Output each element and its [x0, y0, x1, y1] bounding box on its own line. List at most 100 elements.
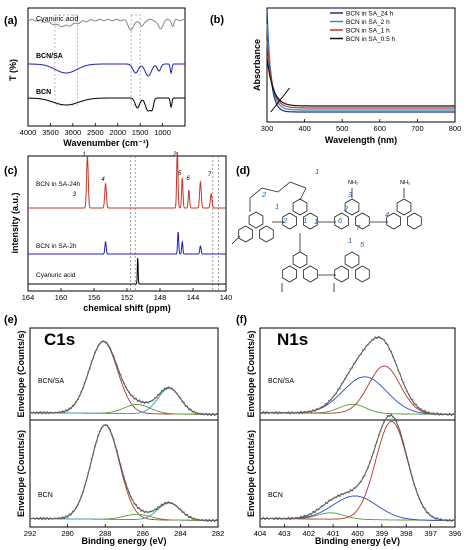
ftir-series-line — [28, 18, 186, 31]
structure-atom-label: 1 — [314, 217, 318, 226]
xps-data-point — [354, 486, 357, 489]
xps-data-point — [210, 520, 213, 523]
xps-data-point — [172, 389, 175, 392]
uv-series-line — [266, 23, 455, 111]
xps-data-point — [159, 393, 161, 395]
xps-data-point — [356, 357, 359, 360]
xps-data-point — [208, 518, 211, 521]
xps-data-point — [439, 412, 442, 415]
xps-data-point — [377, 434, 380, 436]
xps-data-point — [275, 516, 277, 519]
xps-data-point — [90, 360, 93, 363]
xps-data-point — [129, 496, 132, 498]
xps-data-point — [344, 377, 346, 380]
xps-data-point — [121, 471, 124, 473]
heptazine-ring — [386, 212, 401, 230]
nmr-x-tick-label: 152 — [121, 293, 134, 302]
xps-data-point — [148, 510, 151, 513]
ftir-x-tick-label: 2000 — [109, 128, 126, 137]
xps-data-point — [344, 492, 346, 495]
xps-data-point — [404, 387, 407, 389]
heptazine-ring — [238, 225, 253, 243]
xps-data-point — [260, 518, 263, 520]
heptazine-ring — [259, 225, 274, 243]
xps-data-point — [431, 515, 433, 518]
xps-data-point — [90, 458, 93, 461]
xps-data-point — [448, 518, 451, 521]
xps-data-point — [186, 405, 189, 408]
xps-data-point — [360, 480, 362, 483]
xps-data-point — [182, 511, 185, 514]
xps-data-point — [63, 517, 66, 520]
xps-data-point — [448, 412, 451, 415]
xps-data-point — [145, 401, 148, 403]
structure-atom-label: 7 — [356, 223, 361, 232]
xps-x-tick-label: 282 — [212, 529, 225, 538]
xps-data-point — [58, 517, 60, 519]
xps-data-point — [379, 337, 382, 339]
uv-x-tick-label: 600 — [374, 124, 387, 133]
xps-x-tick-label: 404 — [254, 529, 267, 538]
xps-data-point — [259, 411, 261, 414]
nmr-peak-label: 2 — [172, 152, 177, 158]
xps-data-point — [363, 348, 366, 351]
xps-data-point — [162, 390, 165, 392]
xps-envelope-line — [260, 414, 455, 521]
structure-atom-label: 1 — [348, 236, 352, 245]
xps-component-line — [260, 421, 455, 521]
xps-data-point — [100, 426, 103, 429]
xps-data-point — [47, 412, 50, 415]
xps-data-point — [376, 441, 378, 443]
xps-data-point — [107, 345, 110, 348]
heptazine-ring — [248, 211, 264, 229]
xps-data-point — [338, 387, 341, 390]
xps-data-point — [418, 407, 421, 410]
xps-data-point — [41, 518, 43, 521]
xps-x-tick-label: 401 — [327, 529, 340, 538]
heptazine-ring — [407, 212, 422, 230]
xps-data-point — [342, 381, 345, 383]
xps-data-point — [162, 504, 165, 506]
xps-data-point — [92, 453, 95, 456]
xps-data-point — [269, 411, 272, 414]
xps-data-point — [145, 510, 148, 513]
xps-data-point — [301, 412, 304, 415]
xps-data-point — [196, 412, 199, 414]
xps-data-point — [94, 445, 96, 448]
xps-data-point — [65, 409, 67, 411]
nmr-series-line — [28, 231, 226, 255]
uv-trend-arrow — [270, 87, 290, 113]
xps-data-point — [392, 416, 394, 418]
xps-data-point — [167, 386, 170, 388]
nmr-peak-label: 6 — [186, 176, 190, 182]
uv-legend-label: BCN in SA_2 h — [346, 19, 390, 26]
xps-data-point — [285, 518, 288, 520]
xps-data-point — [307, 514, 309, 516]
xps-data-point — [425, 412, 428, 414]
xps-data-point — [95, 440, 98, 443]
xps-data-point — [319, 407, 322, 409]
xps-data-point — [321, 405, 323, 408]
xps-data-point — [314, 511, 316, 514]
xps-data-point — [266, 411, 268, 413]
xps-data-point — [66, 516, 69, 518]
xps-x-tick-label: 284 — [174, 529, 187, 538]
heptazine-ring — [344, 198, 360, 216]
uv-series-line — [266, 40, 455, 109]
xps-data-point — [66, 410, 69, 412]
xps-data-point — [167, 501, 170, 503]
xps-data-point — [29, 517, 31, 520]
xps-data-point — [278, 517, 281, 519]
xps-data-point — [351, 489, 354, 492]
ftir-series-line — [28, 97, 185, 112]
xps-data-point — [443, 519, 446, 521]
xps-data-point — [416, 494, 419, 496]
xps-data-point — [340, 383, 343, 385]
ftir-x-tick-label: 1500 — [132, 128, 149, 137]
xps-data-point — [104, 424, 107, 426]
xps-data-point — [102, 340, 105, 343]
xps-data-point — [58, 411, 60, 413]
nmr-x-tick-label: 148 — [154, 293, 167, 302]
heptazine-ring — [292, 251, 308, 269]
xps-data-point — [422, 410, 424, 413]
